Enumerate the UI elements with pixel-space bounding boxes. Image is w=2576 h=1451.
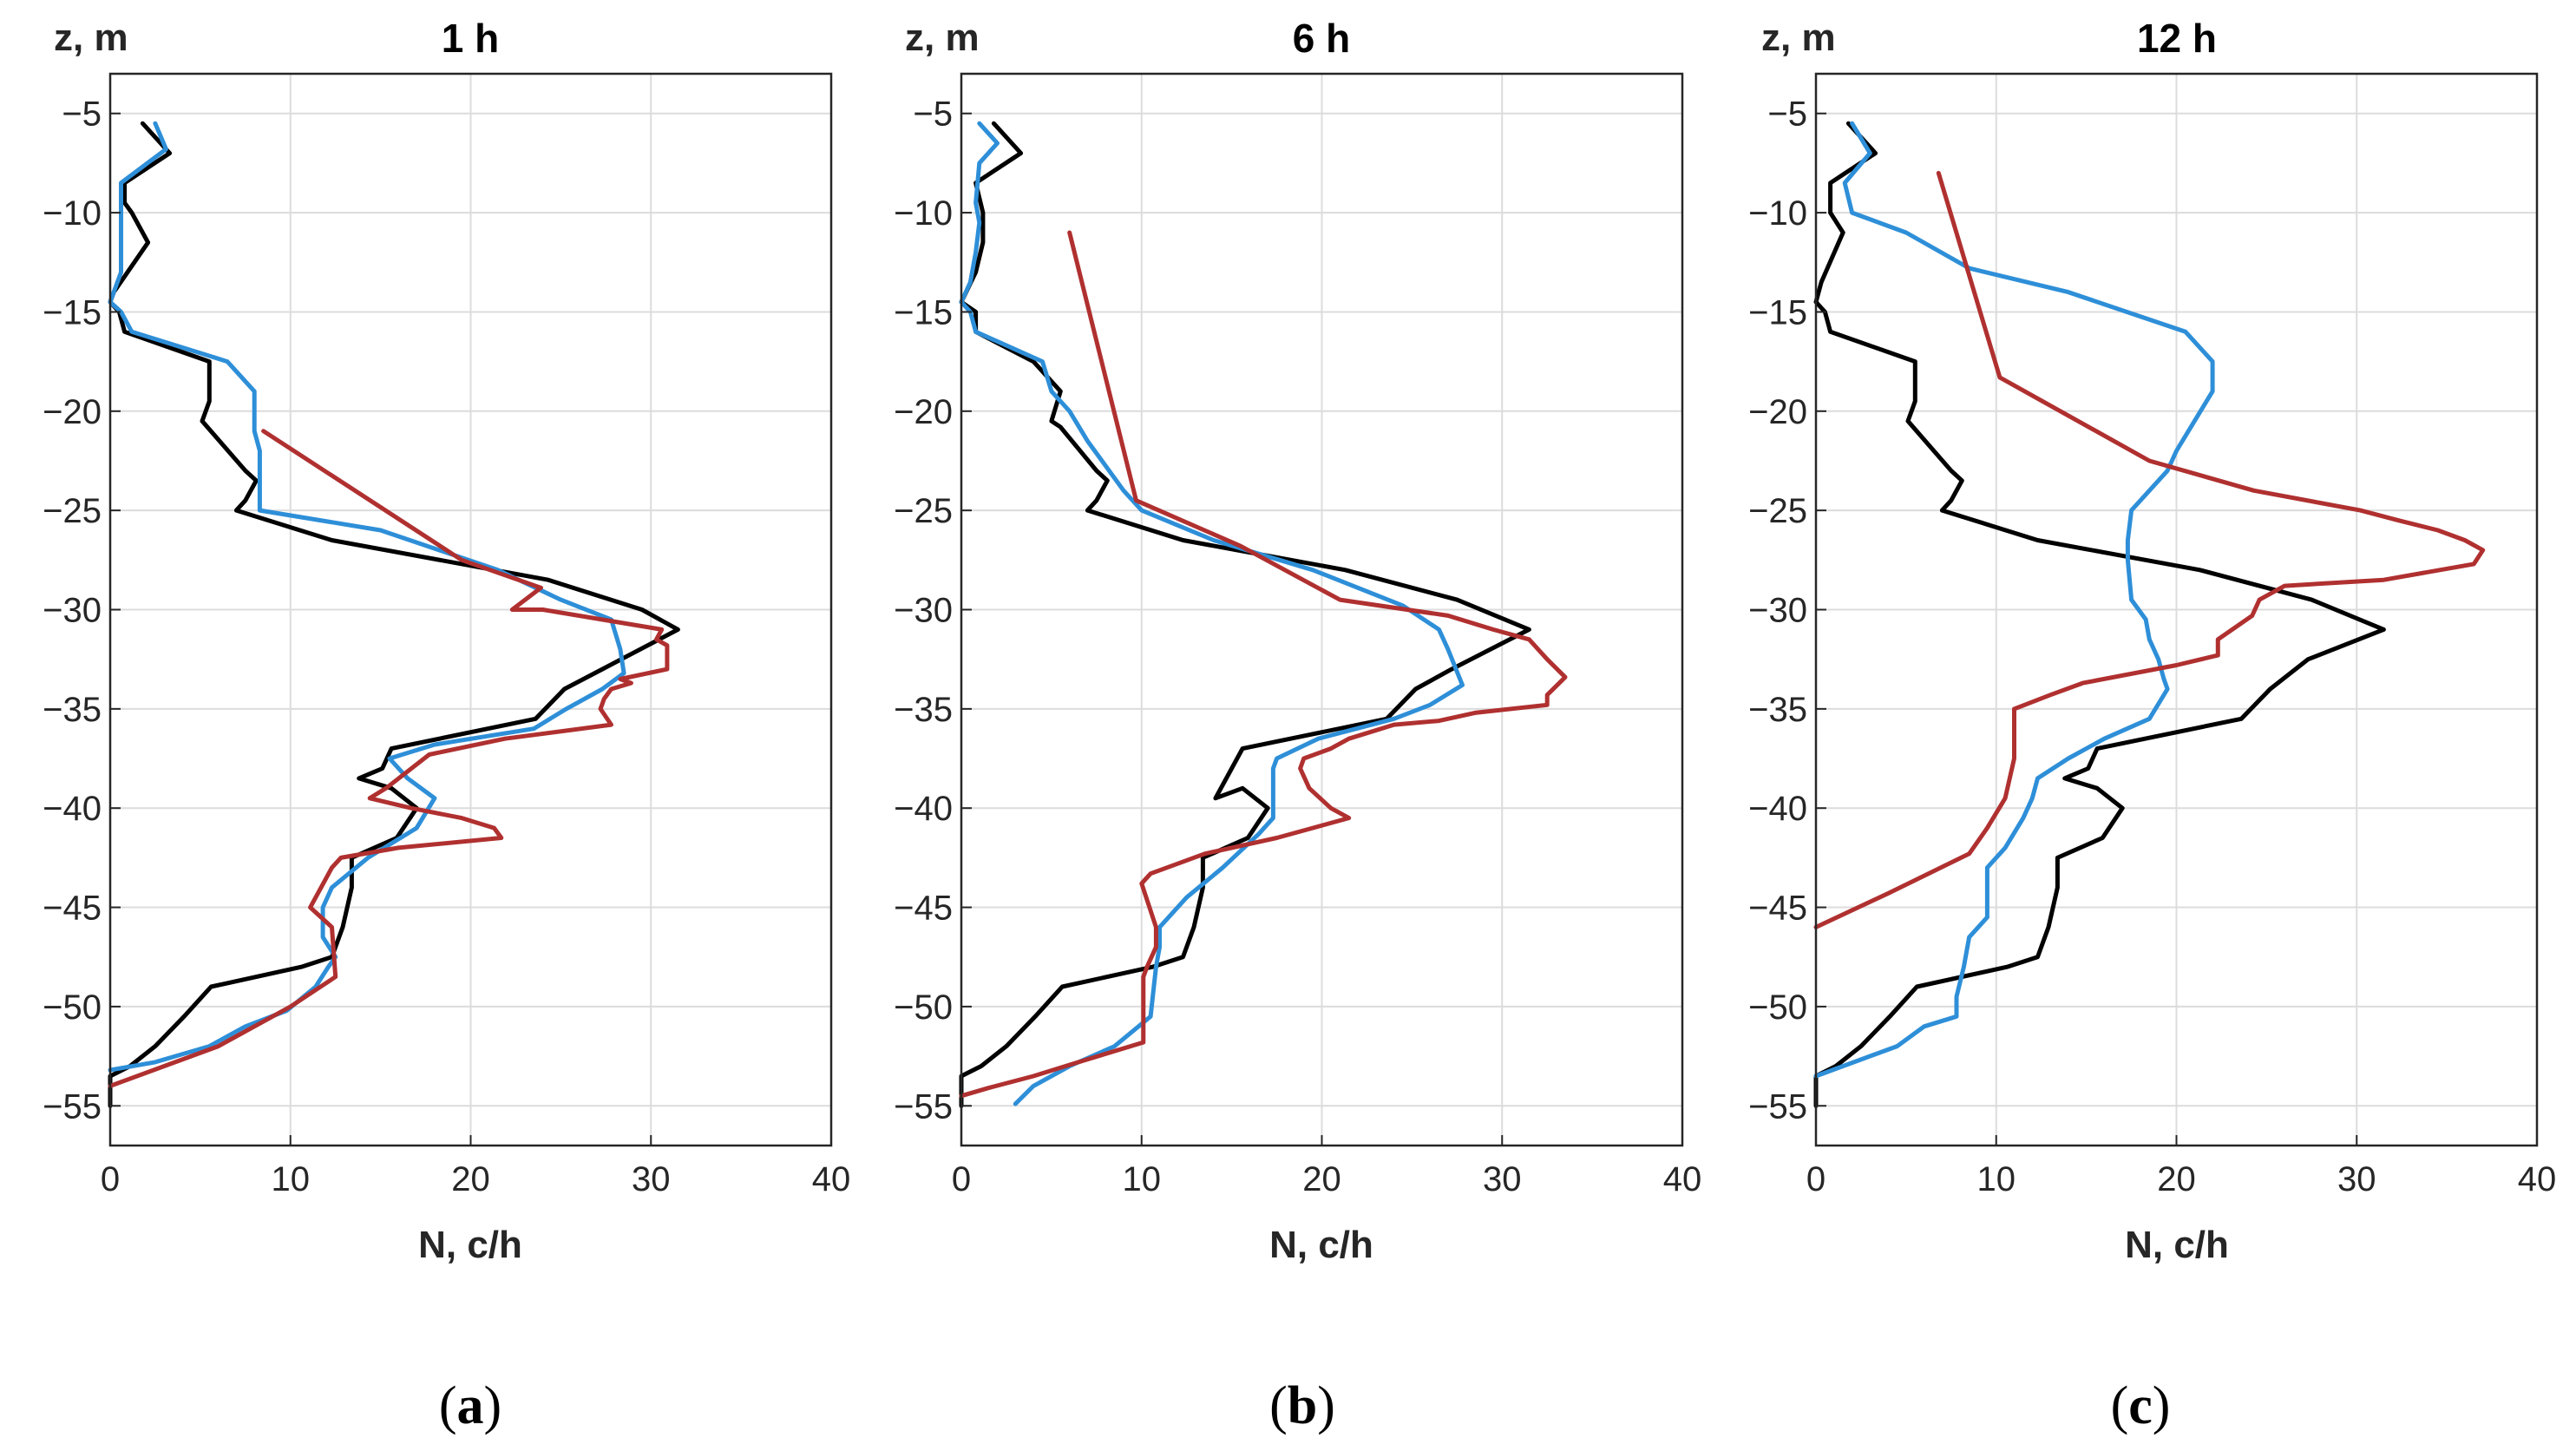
y-tick-label: −5 — [62, 95, 102, 134]
x-tick-label: 20 — [451, 1160, 490, 1198]
panel-c: 0 10 20 30 40 −5 −10 −15 −20 −25 −30 −35 −40 −45 −50 −5… — [1748, 16, 2556, 1435]
y-tick-label: −10 — [894, 194, 953, 233]
chart-title: 1 h — [442, 16, 499, 61]
y-tick-label: −10 — [1748, 194, 1807, 233]
chart-title: 6 h — [1293, 16, 1350, 61]
x-tick-label: 0 — [101, 1160, 120, 1198]
x-tick-label: 0 — [1806, 1160, 1825, 1198]
panel-label-letter: b — [1288, 1376, 1317, 1435]
y-tick-label: −15 — [43, 293, 102, 332]
y-tick-label: −40 — [43, 790, 102, 828]
series-line-blue — [959, 121, 1465, 1106]
y-tick-label: −25 — [1748, 492, 1807, 530]
chart-title: 12 h — [2137, 16, 2217, 61]
y-axis-label: z, m — [905, 16, 980, 59]
x-tick-label: 40 — [1663, 1160, 1702, 1198]
y-tick-label: −30 — [894, 592, 953, 630]
series-line-red — [108, 429, 670, 1088]
x-tick-label: 30 — [1483, 1160, 1522, 1198]
x-axis-label: N, c/h — [1269, 1224, 1373, 1266]
series-line-red — [1813, 170, 2486, 929]
y-tick-label: −30 — [1748, 592, 1807, 630]
panel-b: 0 10 20 30 40 −5 −10 −15 −20 −25 −30 −35 −40 −45 −50 −5… — [894, 16, 1701, 1435]
y-axis-label: z, m — [54, 16, 128, 59]
y-tick-label: −55 — [894, 1087, 953, 1126]
y-tick-label: −15 — [894, 293, 953, 332]
y-tick-label: −40 — [894, 790, 953, 828]
y-tick-label: −55 — [43, 1087, 102, 1126]
panel-label-letter: c — [2128, 1376, 2153, 1435]
y-axis-label: z, m — [1761, 16, 1836, 59]
series-line-red — [959, 230, 1568, 1099]
panel-a: 0 10 20 30 40 −5 −10 −15 −20 −25 −30 −35 −40 −45 −50 −5… — [43, 16, 850, 1435]
y-tick-label: −50 — [1748, 988, 1807, 1027]
x-axis-label: N, c/h — [418, 1224, 522, 1266]
y-tick-label: −45 — [43, 890, 102, 928]
y-tick-label: −10 — [43, 194, 102, 233]
x-tick-label: 10 — [272, 1160, 311, 1198]
panel-label: (b) — [1269, 1376, 1335, 1435]
y-tick-label: −25 — [894, 492, 953, 530]
y-tick-label: −35 — [894, 691, 953, 729]
y-tick-label: −20 — [43, 393, 102, 431]
y-tick-label: −20 — [1748, 393, 1807, 431]
y-tick-label: −5 — [913, 95, 953, 134]
y-tick-label: −45 — [894, 890, 953, 928]
panel-label-letter: a — [457, 1376, 484, 1435]
x-tick-label: 40 — [812, 1160, 851, 1198]
y-tick-label: −55 — [1748, 1087, 1807, 1126]
y-tick-label: −5 — [1767, 95, 1807, 134]
x-tick-label: 30 — [632, 1160, 671, 1198]
series-line-black — [1813, 121, 2386, 1108]
series-line-blue — [1813, 121, 2215, 1079]
y-tick-label: −35 — [1748, 691, 1807, 729]
y-tick-label: −30 — [43, 592, 102, 630]
panel-label: (c) — [2111, 1376, 2171, 1435]
y-tick-label: −40 — [1748, 790, 1807, 828]
x-tick-label: 20 — [2157, 1160, 2196, 1198]
x-tick-label: 40 — [2518, 1160, 2557, 1198]
x-axis-label: N, c/h — [2125, 1224, 2229, 1266]
x-tick-label: 30 — [2337, 1160, 2376, 1198]
x-tick-label: 10 — [1977, 1160, 2016, 1198]
y-tick-label: −20 — [894, 393, 953, 431]
y-tick-label: −25 — [43, 492, 102, 530]
panel-label: (a) — [439, 1376, 501, 1435]
x-tick-label: 0 — [952, 1160, 971, 1198]
y-tick-label: −50 — [43, 988, 102, 1027]
y-tick-label: −50 — [894, 988, 953, 1027]
x-tick-label: 10 — [1123, 1160, 1162, 1198]
y-tick-label: −15 — [1748, 293, 1807, 332]
y-tick-label: −35 — [43, 691, 102, 729]
y-tick-label: −45 — [1748, 890, 1807, 928]
x-tick-label: 20 — [1302, 1160, 1341, 1198]
